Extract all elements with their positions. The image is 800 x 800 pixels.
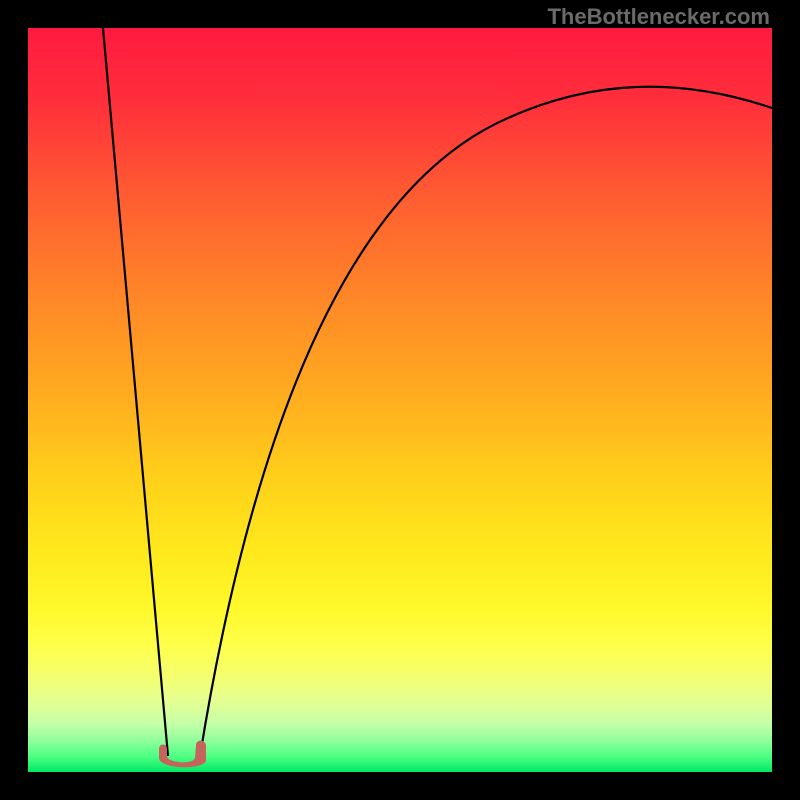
chart-svg: [0, 0, 800, 800]
gradient-background: [28, 28, 772, 772]
watermark-text: TheBottlenecker.com: [547, 4, 770, 30]
chart-container: TheBottlenecker.com: [0, 0, 800, 800]
plot-group: [28, 28, 772, 772]
